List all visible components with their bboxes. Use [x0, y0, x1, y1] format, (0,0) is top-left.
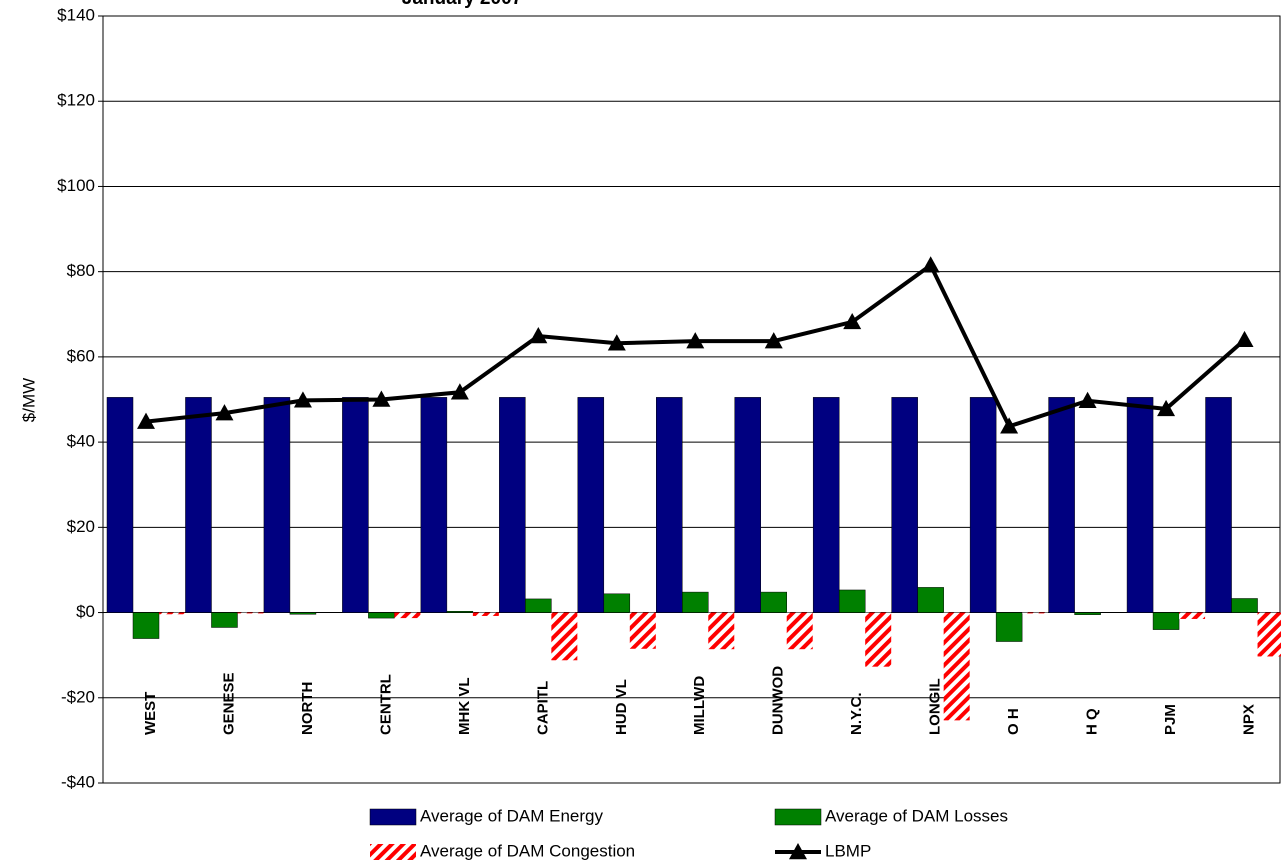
y-tick-label: $60: [67, 346, 95, 365]
legend-swatch: [370, 844, 416, 860]
bar: [1179, 612, 1206, 619]
y-tick-label: $140: [57, 5, 95, 24]
bar: [1231, 598, 1258, 613]
marker: [843, 312, 862, 330]
marker: [764, 332, 783, 349]
bar: [159, 612, 185, 615]
bar: [786, 612, 813, 650]
marker: [372, 390, 391, 407]
bar: [1126, 397, 1154, 613]
bar: [420, 397, 448, 613]
x-tick-label: H Q: [1084, 708, 1101, 735]
bar: [289, 612, 317, 615]
chart-title: January 2007: [402, 0, 522, 9]
marker: [1078, 391, 1097, 408]
bar: [760, 591, 787, 613]
marker: [1235, 330, 1254, 348]
y-tick-label: $40: [67, 432, 95, 451]
marker: [137, 412, 155, 429]
legend-swatch: [774, 808, 822, 826]
bar: [472, 612, 499, 616]
bar: [342, 397, 369, 613]
bar: [185, 397, 212, 613]
bar: [1048, 397, 1075, 613]
x-tick-label: CENTRL: [377, 674, 394, 735]
bar: [368, 612, 395, 619]
bar: [969, 397, 997, 613]
bar: [106, 397, 134, 613]
bar: [394, 612, 421, 619]
legend-marker: [789, 843, 807, 860]
bar: [1022, 612, 1049, 614]
bar: [603, 593, 631, 613]
y-tick-label: $120: [57, 91, 95, 110]
legend-label: Average of DAM Losses: [825, 806, 1008, 825]
plot-frame: [102, 15, 1281, 784]
y-tick-label: -$40: [61, 772, 95, 791]
y-tick-label: $100: [57, 176, 95, 195]
x-tick-label: NPX: [1241, 704, 1258, 735]
bar: [211, 612, 238, 628]
bar: [865, 612, 892, 667]
x-tick-label: GENESE: [220, 672, 237, 735]
marker: [293, 391, 312, 408]
bar: [577, 397, 605, 613]
marker: [450, 383, 469, 400]
bar: [132, 612, 160, 639]
bar: [1152, 612, 1180, 630]
bar: [838, 589, 866, 613]
x-tick-label: MHK VL: [456, 678, 473, 736]
bar: [237, 612, 264, 614]
bar: [891, 397, 918, 613]
y-tick-label: $20: [67, 517, 95, 536]
x-tick-label: LONGIL: [927, 678, 944, 735]
y-tick-label: $0: [76, 602, 95, 621]
y-tick-label: $80: [67, 261, 95, 280]
bar: [1257, 612, 1281, 657]
y-tick-label: -$20: [61, 687, 95, 706]
legend-label: Average of DAM Congestion: [420, 841, 635, 860]
x-tick-label: DUNWOD: [770, 666, 787, 735]
x-tick-label: NORTH: [299, 682, 316, 735]
bar: [1074, 612, 1101, 615]
bar: [995, 612, 1023, 642]
bar: [629, 612, 656, 649]
x-tick-label: CAPITL: [534, 681, 551, 735]
bar: [917, 587, 944, 613]
marker: [686, 332, 705, 349]
marker: [607, 334, 626, 351]
x-tick-label: WEST: [142, 692, 159, 735]
x-tick-label: N.Y.C.: [848, 692, 865, 735]
bar: [499, 397, 526, 613]
x-tick-label: HUD VL: [613, 679, 630, 735]
bar: [446, 611, 474, 613]
bar: [551, 612, 578, 661]
bar: [682, 591, 709, 613]
y-axis-title: $/MW: [19, 378, 38, 422]
bar: [734, 397, 761, 613]
legend-swatch: [369, 808, 417, 826]
bar: [263, 397, 291, 613]
marker: [1157, 399, 1176, 417]
marker: [1000, 417, 1019, 434]
marker: [215, 404, 234, 421]
marker: [921, 256, 940, 273]
bar: [525, 598, 552, 613]
marker: [529, 327, 548, 344]
legend-label: Average of DAM Energy: [420, 806, 603, 825]
legend-label: LBMP: [825, 841, 871, 860]
x-tick-label: PJM: [1162, 704, 1179, 735]
bar: [708, 612, 735, 650]
x-tick-label: MILLWD: [691, 676, 708, 735]
bar: [656, 397, 683, 613]
bar: [1205, 397, 1232, 613]
x-tick-label: O H: [1005, 708, 1022, 735]
bar: [943, 612, 970, 721]
bar: [812, 397, 840, 613]
